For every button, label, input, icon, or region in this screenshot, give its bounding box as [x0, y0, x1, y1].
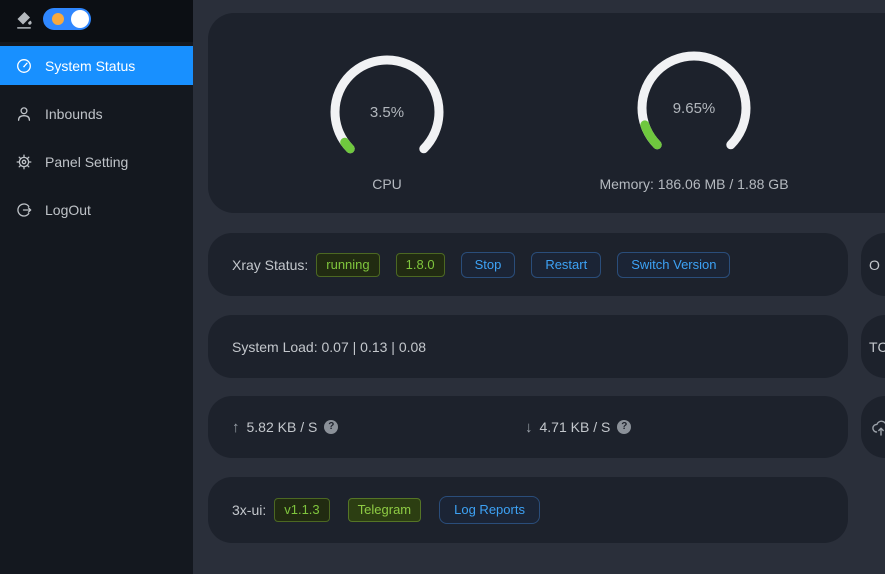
right-card-partial-2: TC	[861, 315, 885, 378]
right-card-partial-1: O	[861, 233, 885, 296]
cpu-gauge: 3.5%	[327, 52, 447, 172]
sidebar: System Status Inbounds Panel Setting	[0, 0, 193, 574]
sidebar-header	[0, 0, 193, 42]
app-version-badge: v1.1.3	[274, 498, 330, 522]
sidebar-item-label: System Status	[45, 57, 136, 74]
help-icon[interactable]: ?	[617, 420, 632, 434]
restart-button[interactable]: Restart	[531, 251, 602, 278]
sidebar-menu: System Status Inbounds Panel Setting	[0, 46, 193, 238]
memory-gauge-label: Memory: 186.06 MB / 1.88 GB	[599, 176, 789, 192]
xray-running-badge: running	[316, 252, 380, 277]
system-load-text: System Load: 0.07 | 0.13 | 0.08	[232, 338, 427, 355]
sun-icon	[52, 13, 64, 25]
cloud-upload-icon	[871, 419, 885, 436]
gear-icon	[16, 154, 32, 170]
arrow-down-icon: ↓	[525, 418, 533, 436]
user-icon	[16, 106, 32, 122]
cpu-gauge-value: 3.5%	[369, 103, 405, 121]
stop-button[interactable]: Stop	[460, 251, 516, 278]
switch-version-button[interactable]: Switch Version	[617, 251, 731, 278]
arrow-up-icon: ↑	[232, 418, 240, 436]
dashboard-icon	[16, 58, 32, 74]
sidebar-item-label: LogOut	[45, 201, 91, 218]
toggle-knob	[71, 10, 89, 28]
sidebar-item-system-status[interactable]: System Status	[0, 46, 193, 85]
right-card-partial-3	[861, 396, 885, 458]
cpu-gauge-label: CPU	[372, 176, 402, 192]
network-speed-card: ↑ 5.82 KB / S ? ↓ 4.71 KB / S ?	[208, 396, 848, 458]
download-speed: ↓ 4.71 KB / S ?	[525, 396, 632, 458]
sidebar-item-label: Panel Setting	[45, 153, 129, 170]
xray-status-card: Xray Status: running 1.8.0 Stop Restart …	[208, 233, 848, 296]
sidebar-item-panel-setting[interactable]: Panel Setting	[0, 142, 193, 181]
system-status-card: 3.5% CPU 9.65% Memory: 186.06 MB / 1.88 …	[208, 13, 885, 213]
memory-gauge: 9.65%	[634, 48, 754, 168]
upload-speed: ↑ 5.82 KB / S ?	[232, 396, 339, 458]
upload-speed-text: 5.82 KB / S	[246, 419, 318, 435]
xray-version-badge: 1.8.0	[395, 252, 445, 277]
sidebar-item-inbounds[interactable]: Inbounds	[0, 94, 193, 133]
help-icon[interactable]: ?	[324, 420, 339, 434]
sidebar-item-logout[interactable]: LogOut	[0, 190, 193, 229]
bg-colors-icon	[14, 10, 34, 30]
system-load-card: System Load: 0.07 | 0.13 | 0.08	[208, 315, 848, 378]
telegram-badge[interactable]: Telegram	[347, 498, 422, 522]
dark-mode-toggle[interactable]	[43, 8, 91, 30]
app-version-card: 3x-ui: v1.1.3 Telegram Log Reports	[208, 477, 848, 543]
sidebar-item-label: Inbounds	[45, 105, 103, 122]
logout-icon	[16, 202, 32, 218]
log-reports-button[interactable]: Log Reports	[439, 496, 540, 524]
right-card-partial-text: TC	[869, 338, 885, 355]
xray-status-label: Xray Status:	[232, 256, 309, 273]
download-speed-text: 4.71 KB / S	[539, 419, 611, 435]
memory-gauge-value: 9.65%	[672, 99, 716, 117]
app-label: 3x-ui:	[232, 502, 267, 518]
right-card-partial-text: O	[869, 256, 880, 273]
